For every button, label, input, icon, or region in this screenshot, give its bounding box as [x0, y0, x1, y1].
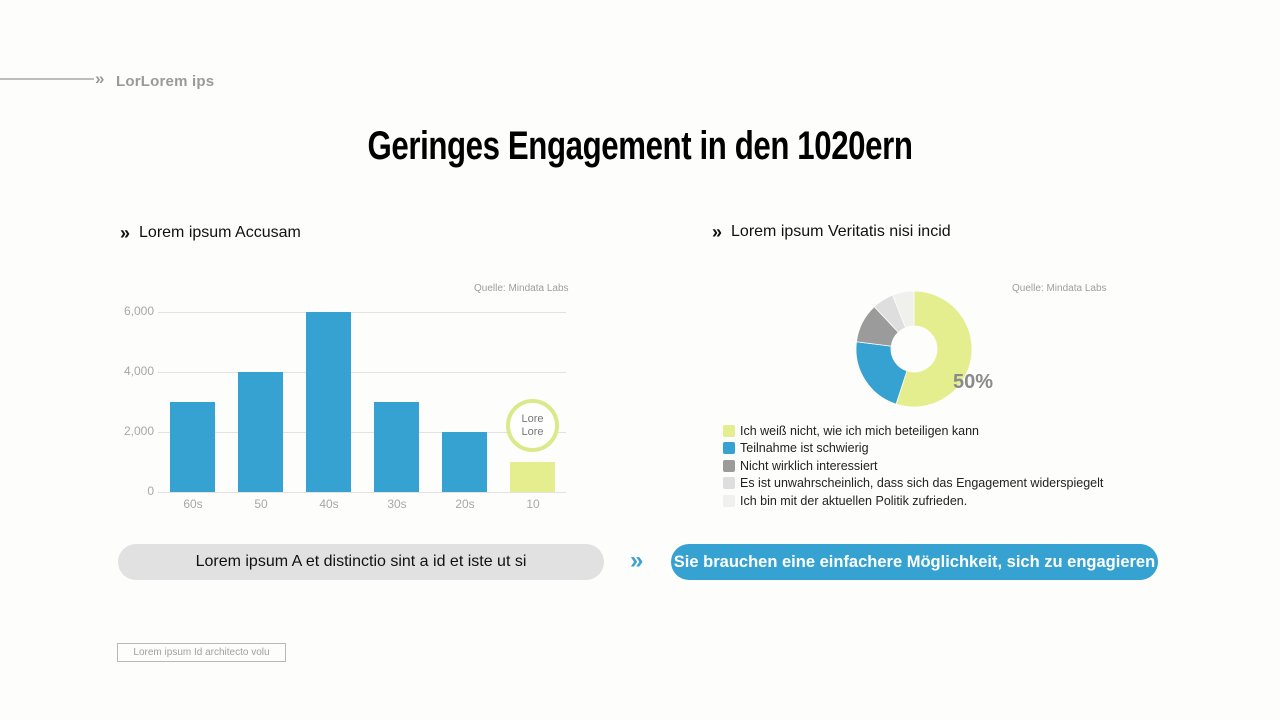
bar-chart-source: Quelle: Mindata Labs [474, 283, 569, 294]
bar [306, 312, 351, 492]
left-section-heading: » Lorem ipsum Accusam [120, 224, 301, 242]
kicker-label: LorLorem ips [116, 73, 215, 90]
gridline [158, 312, 566, 313]
header-rule [0, 78, 94, 80]
right-section-heading: » Lorem ipsum Veritatis nisi incid [712, 223, 951, 241]
solution-pill: Sie brauchen eine einfachere Möglichkeit… [671, 544, 1158, 580]
x-tick-label: 30s [387, 497, 407, 511]
legend-label: Ich bin mit der aktuellen Politik zufrie… [740, 493, 968, 508]
left-section-title: Lorem ipsum Accusam [139, 224, 301, 241]
legend-item: Teilnahme ist schwierig [723, 440, 1103, 458]
donut-slice [892, 290, 915, 329]
legend-item: Nicht wirklich interessiert [723, 457, 1103, 475]
legend-label: Ich weiß nicht, wie ich mich beteiligen … [740, 423, 980, 438]
gridline [158, 432, 566, 433]
donut-slice [855, 341, 908, 405]
double-chevron-right-icon: » [95, 69, 105, 88]
x-tick-label: 20s [455, 497, 475, 511]
x-tick-label: 40s [319, 497, 339, 511]
y-tick-label: 2,000 [123, 424, 154, 438]
right-section-title: Lorem ipsum Veritatis nisi incid [731, 223, 951, 240]
bar-callout-circle: Lore Lore [506, 399, 559, 452]
legend-swatch [723, 459, 735, 472]
legend-label: Es ist unwahrscheinlich, dass sich das E… [740, 476, 1104, 491]
double-chevron-right-icon: » [630, 547, 644, 574]
problem-pill: Lorem ipsum A et distinctio sint a id et… [118, 544, 604, 580]
x-tick-label: 10 [526, 497, 540, 511]
legend-swatch [723, 477, 735, 490]
donut-chart-source: Quelle: Mindata Labs [1012, 283, 1107, 294]
legend-item: Es ist unwahrscheinlich, dass sich das E… [723, 475, 1103, 493]
bar [238, 372, 283, 492]
legend-item: Ich bin mit der aktuellen Politik zufrie… [723, 492, 1103, 510]
double-chevron-right-icon: » [712, 222, 723, 242]
bar [374, 402, 419, 492]
callout-line-1: Lore [521, 412, 544, 425]
y-tick-label: 0 [147, 484, 154, 498]
donut-legend: Ich weiß nicht, wie ich mich beteiligen … [723, 422, 1103, 510]
legend-label: Teilnahme ist schwierig [740, 441, 869, 456]
gridline [158, 492, 566, 493]
gridline [158, 372, 566, 373]
y-tick-label: 4,000 [123, 364, 154, 378]
donut-slice [895, 290, 973, 408]
x-tick-label: 50 [254, 497, 268, 511]
x-tick-label: 60s [183, 497, 203, 511]
page-title: Geringes Engagement in den 1020ern [367, 124, 913, 168]
bar [442, 432, 487, 492]
legend-swatch [723, 442, 735, 455]
legend-label: Nicht wirklich interessiert [740, 458, 878, 473]
legend-swatch [723, 424, 735, 437]
callout-line-2: Lore [521, 425, 544, 438]
footnote-box: Lorem ipsum Id architecto volu [117, 643, 286, 662]
legend-item: Ich weiß nicht, wie ich mich beteiligen … [723, 422, 1103, 440]
donut-chart [855, 290, 973, 408]
legend-swatch [723, 494, 735, 507]
bar-chart: 0 2,000 4,000 6,000 60s 50 40s 30s 20s 10 [110, 300, 580, 520]
bar [510, 462, 555, 492]
double-chevron-right-icon: » [120, 223, 131, 243]
donut-percent-label: 50% [953, 371, 994, 393]
bar [170, 402, 215, 492]
y-tick-label: 6,000 [123, 304, 154, 318]
